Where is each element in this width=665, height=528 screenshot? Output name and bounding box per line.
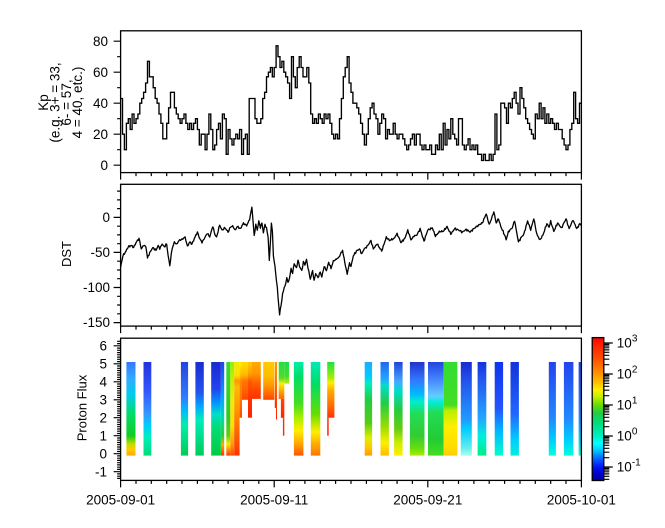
svg-text:6: 6: [99, 338, 107, 353]
svg-text:2005-09-21: 2005-09-21: [393, 493, 462, 508]
svg-text:(e.g. 3+ = 33,: (e.g. 3+ = 33,: [48, 62, 63, 142]
svg-text:Proton Flux: Proton Flux: [74, 374, 89, 441]
svg-text:0: 0: [102, 210, 110, 225]
svg-text:5: 5: [99, 356, 107, 371]
svg-text:4 = 40, etc.): 4 = 40, etc.): [70, 67, 85, 139]
svg-text:1: 1: [99, 428, 107, 443]
svg-text:-100: -100: [83, 280, 110, 295]
svg-text:2005-09-11: 2005-09-11: [240, 493, 308, 508]
svg-text:0: 0: [100, 158, 108, 173]
svg-text:80: 80: [93, 34, 108, 49]
svg-text:60: 60: [93, 65, 108, 80]
svg-text:Kp: Kp: [36, 94, 51, 111]
svg-text:40: 40: [93, 96, 108, 111]
svg-text:20: 20: [93, 127, 108, 142]
svg-text:6- = 57,: 6- = 57,: [59, 79, 74, 125]
svg-text:0: 0: [99, 446, 107, 461]
svg-text:2005-09-01: 2005-09-01: [86, 493, 155, 508]
svg-text:2005-10-01: 2005-10-01: [547, 493, 616, 508]
svg-text:3: 3: [99, 392, 107, 407]
svg-text:DST: DST: [59, 241, 74, 267]
svg-text:4: 4: [99, 374, 107, 389]
svg-text:-50: -50: [90, 245, 110, 260]
svg-text:-150: -150: [83, 315, 110, 330]
svg-text:2: 2: [99, 410, 107, 425]
svg-text:-1: -1: [95, 464, 107, 479]
